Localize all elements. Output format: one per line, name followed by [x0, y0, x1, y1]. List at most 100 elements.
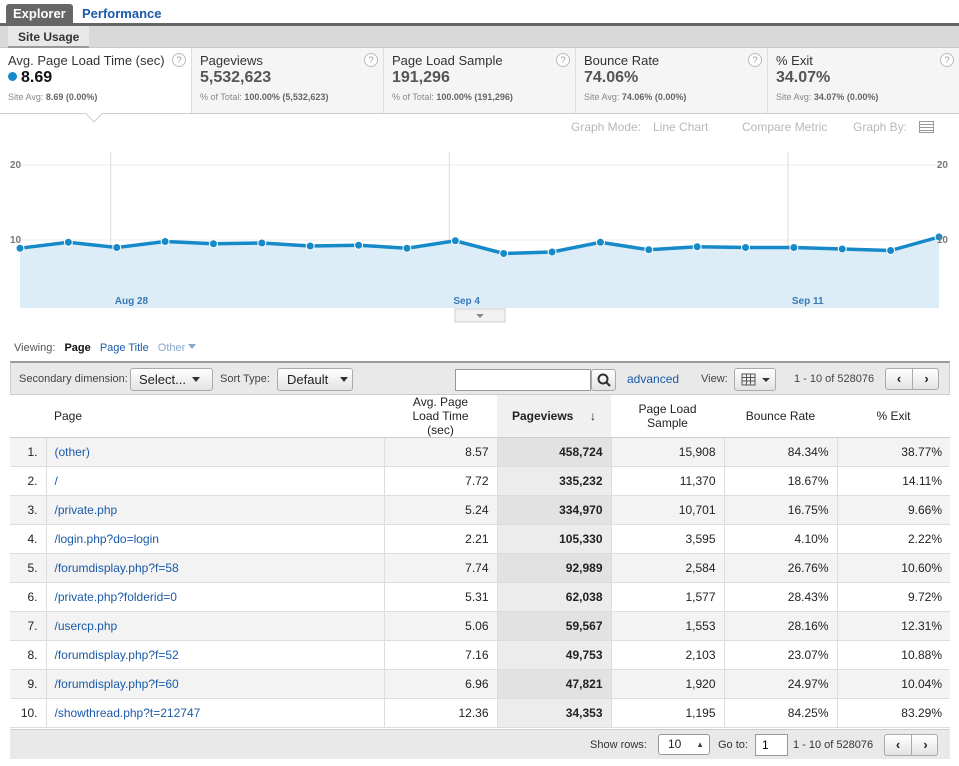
next-page-button[interactable]: ›	[923, 737, 928, 752]
data-point[interactable]	[934, 232, 944, 242]
bounce-rate-cell: 16.75%	[724, 495, 838, 525]
subtab-site-usage[interactable]: Site Usage	[8, 26, 90, 48]
next-page-button[interactable]: ›	[924, 371, 929, 386]
show-rows-select[interactable]: 10 ▲	[658, 734, 710, 755]
bounce-rate-cell: 84.25%	[724, 698, 838, 728]
page-link[interactable]: /private.php	[46, 495, 385, 525]
view-type-dropdown[interactable]	[734, 368, 776, 391]
metric-page-load-sample[interactable]: Page Load Sample 191,296 % of Total: 100…	[384, 48, 576, 113]
data-point[interactable]	[15, 243, 25, 253]
row-index: 1.	[10, 437, 47, 467]
row-index: 5.	[10, 553, 47, 583]
page-link[interactable]: /forumdisplay.php?f=58	[46, 553, 385, 583]
y-tick-label-right: 10	[937, 235, 949, 246]
metric-bounce-rate[interactable]: Bounce Rate 74.06% Site Avg: 74.06% (0.0…	[576, 48, 768, 113]
tab-performance[interactable]: Performance	[82, 6, 162, 21]
data-point[interactable]	[160, 237, 170, 246]
sort-type-dropdown[interactable]: Default	[277, 368, 353, 391]
metric-sub-label: Site Avg:	[8, 92, 44, 102]
x-tick-label: Aug 28	[115, 296, 149, 307]
data-point[interactable]	[450, 236, 460, 246]
data-point[interactable]	[305, 241, 315, 251]
chevron-down-icon	[191, 377, 200, 382]
avg-load-time-cell: 2.21	[384, 524, 498, 554]
help-icon[interactable]: ?	[364, 53, 378, 67]
header-avg-load-time[interactable]: Avg. Page Load Time (sec)	[384, 395, 497, 438]
data-point[interactable]	[354, 240, 364, 250]
header-bounce-rate[interactable]: Bounce Rate	[724, 395, 837, 438]
chart-resize-handle[interactable]	[454, 308, 506, 323]
data-point[interactable]	[692, 242, 702, 252]
footer-pagination-range: 1 - 10 of 528076	[793, 739, 874, 751]
data-point[interactable]	[644, 245, 654, 255]
metric-avg-page-load-time[interactable]: Avg. Page Load Time (sec) 8.69 Site Avg:…	[0, 48, 192, 123]
data-point[interactable]	[208, 239, 218, 249]
sort-type-value: Default	[287, 372, 329, 387]
data-point[interactable]	[547, 247, 557, 257]
data-point[interactable]	[886, 246, 896, 255]
header-pageviews[interactable]: Pageviews ↓	[497, 395, 611, 438]
tab-explorer[interactable]: Explorer	[6, 4, 73, 24]
header-exit[interactable]: % Exit	[837, 395, 950, 438]
page-link[interactable]: /showthread.php?t=212747	[46, 698, 385, 728]
help-icon[interactable]: ?	[556, 53, 570, 67]
header-page[interactable]: Page	[46, 395, 384, 438]
prev-page-button[interactable]: ‹	[886, 369, 913, 389]
data-point[interactable]	[837, 244, 847, 254]
help-icon[interactable]: ?	[172, 53, 186, 67]
data-point[interactable]	[741, 243, 751, 252]
page-link[interactable]: /private.php?folderid=0	[46, 582, 385, 612]
exit-cell: 10.60%	[837, 553, 950, 583]
data-point[interactable]	[257, 238, 267, 248]
page-link[interactable]: /login.php?do=login	[46, 524, 385, 554]
data-point[interactable]	[499, 249, 509, 258]
help-icon[interactable]: ?	[748, 53, 762, 67]
metric-name: Bounce Rate	[584, 53, 660, 68]
pageviews-cell: 335,232	[497, 466, 612, 496]
data-point[interactable]	[789, 243, 799, 252]
search-button[interactable]	[591, 369, 616, 391]
goto-page-input[interactable]	[755, 734, 788, 756]
page-link[interactable]: /usercp.php	[46, 611, 385, 641]
metric-pageviews[interactable]: Pageviews 5,532,623 % of Total: 100.00% …	[192, 48, 384, 113]
metric-exit[interactable]: % Exit 34.07% Site Avg: 34.07% (0.00%) ?	[768, 48, 959, 113]
dimension-page[interactable]: Page	[64, 342, 91, 354]
row-index: 4.	[10, 524, 47, 554]
header-page-load-sample[interactable]: Page Load Sample	[611, 395, 724, 438]
page-link[interactable]: (other)	[46, 437, 385, 467]
row-index: 7.	[10, 611, 47, 641]
avg-load-time-cell: 7.72	[384, 466, 498, 496]
page-link[interactable]: /	[46, 466, 385, 496]
x-tick-label: Sep 11	[792, 296, 824, 307]
secondary-dimension-dropdown[interactable]: Select...	[130, 368, 213, 391]
bounce-rate-cell: 18.67%	[724, 466, 838, 496]
page-link[interactable]: /forumdisplay.php?f=60	[46, 669, 385, 699]
data-point[interactable]	[112, 243, 122, 252]
footer-pagination-controls: ‹ ›	[884, 734, 938, 756]
graph-mode-button[interactable]: Line Chart	[653, 120, 709, 134]
prev-page-button[interactable]: ‹	[885, 735, 912, 755]
header-index	[10, 395, 46, 438]
data-point[interactable]	[402, 243, 412, 253]
graph-by-icon[interactable]	[919, 121, 934, 133]
table-search-input[interactable]	[455, 369, 591, 391]
chevron-down-icon	[188, 344, 197, 349]
pageviews-cell: 334,970	[497, 495, 612, 525]
advanced-filter-link[interactable]: advanced	[627, 372, 680, 386]
compare-metric-button[interactable]: Compare Metric	[742, 120, 828, 134]
dimension-page-title[interactable]: Page Title	[99, 342, 149, 354]
page-link[interactable]: /forumdisplay.php?f=52	[46, 640, 385, 670]
viewing-label: Viewing:	[14, 342, 56, 354]
metric-sub-label: % of Total:	[392, 92, 434, 102]
table-row: 5./forumdisplay.php?f=58 7.74 92,989 2,584 2…	[10, 553, 950, 583]
data-point[interactable]	[63, 237, 73, 247]
chevron-down-icon	[340, 377, 349, 382]
dimension-other[interactable]: Other	[158, 342, 203, 354]
row-index: 2.	[10, 466, 47, 496]
row-index: 10.	[10, 698, 47, 728]
metric-summary: Avg. Page Load Time (sec) 8.69 Site Avg:…	[0, 48, 959, 123]
exit-cell: 10.04%	[837, 669, 950, 699]
help-icon[interactable]: ?	[940, 53, 954, 67]
data-point[interactable]	[595, 237, 605, 247]
pagination-controls: ‹ ›	[885, 368, 939, 390]
